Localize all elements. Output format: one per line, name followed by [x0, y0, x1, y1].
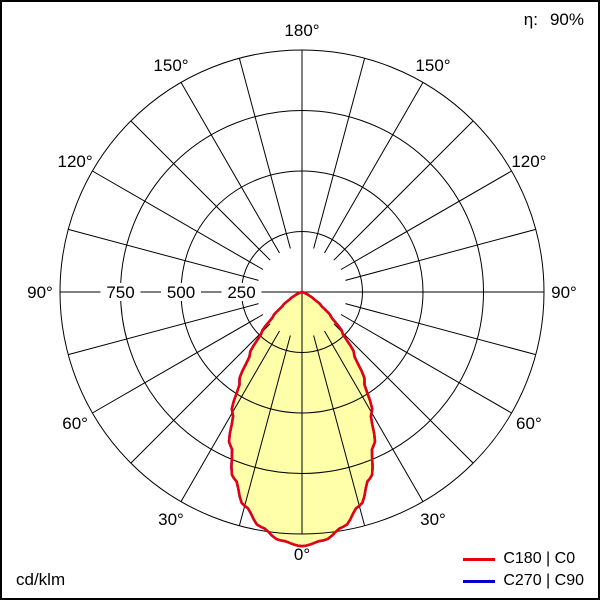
radial-tick-label: 250	[227, 283, 255, 302]
angle-label: 150°	[415, 56, 450, 75]
angle-label: 120°	[511, 152, 546, 171]
radial-tick-label: 500	[167, 283, 195, 302]
grid-spoke	[313, 335, 366, 526]
legend: C180 | C0 C270 | C90	[463, 548, 584, 592]
grid-spoke	[324, 330, 424, 502]
angle-label: 0°	[294, 545, 310, 564]
eta-label: η:	[523, 10, 538, 29]
legend-item-c270-c90: C270 | C90	[463, 570, 584, 592]
grid-spoke	[68, 303, 259, 356]
grid-spoke	[238, 335, 291, 526]
angle-label: 90°	[551, 283, 577, 302]
unit-label: cd/klm	[16, 570, 66, 589]
legend-label-c270-c90: C270 | C90	[503, 572, 584, 589]
tick-label-bg	[161, 283, 201, 301]
grid-spoke	[333, 323, 474, 464]
angle-label: 150°	[153, 56, 188, 75]
legend-item-c180-c0: C180 | C0	[463, 548, 584, 570]
efficiency-readout: η: 90%	[524, 10, 584, 30]
grid-spoke	[238, 58, 291, 249]
grid-spoke	[345, 303, 536, 356]
eta-value: 90%	[549, 10, 584, 29]
tick-label-bg	[100, 283, 141, 301]
grid-spoke	[180, 82, 280, 254]
tick-label-bg	[221, 283, 262, 301]
grid-spoke	[92, 170, 264, 270]
legend-line-blue-icon	[463, 579, 496, 583]
angle-label: 120°	[58, 152, 93, 171]
grid-spoke	[340, 314, 512, 414]
legend-line-red-icon	[463, 557, 496, 561]
angle-label: 180°	[284, 21, 319, 40]
angle-label: 60°	[516, 414, 542, 433]
grid-spoke	[130, 120, 271, 261]
angle-label: 90°	[27, 283, 53, 302]
angle-label: 30°	[420, 510, 446, 529]
angle-label: 60°	[62, 414, 88, 433]
grid-spoke	[333, 120, 474, 261]
legend-label-c180-c0: C180 | C0	[503, 550, 576, 567]
angle-label: 30°	[158, 510, 184, 529]
grid-spoke	[324, 82, 424, 254]
grid-spoke	[130, 323, 271, 464]
grid-spoke	[340, 170, 512, 270]
grid-spoke	[92, 314, 264, 414]
grid-spoke	[68, 228, 259, 281]
radial-tick-label: 750	[106, 283, 134, 302]
grid-spoke	[345, 228, 536, 281]
grid-spoke	[180, 330, 280, 502]
curve-c180-c0	[227, 290, 377, 548]
grid-spoke	[313, 58, 366, 249]
